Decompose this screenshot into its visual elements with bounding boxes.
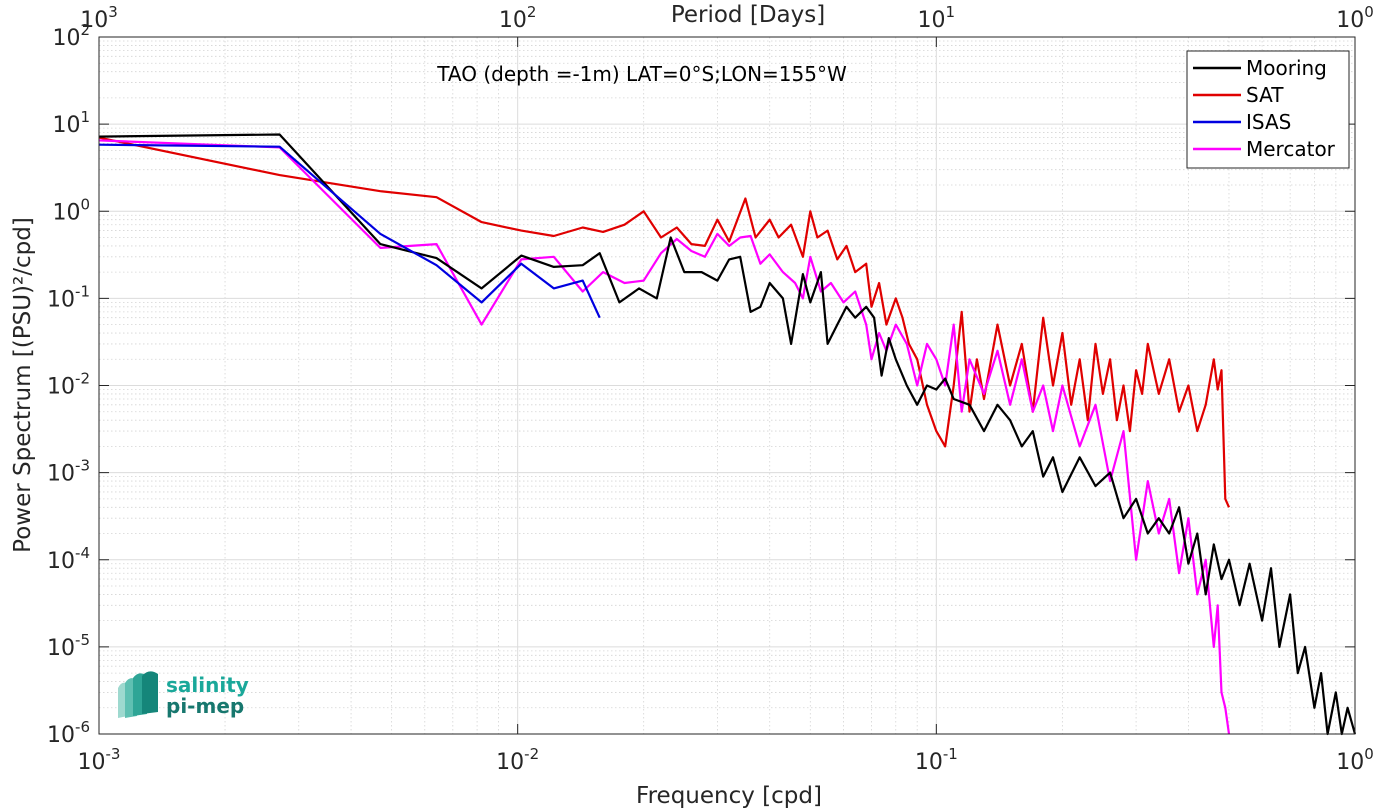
y-tick-label: 10-1 (47, 282, 90, 312)
series-line-mooring (98, 133, 1357, 736)
logo-text-pi-mep: pi-mep (166, 694, 244, 718)
y-tick-label: 10-6 (47, 718, 90, 748)
logo-text-salinity: salinity (166, 673, 249, 697)
top-tick-label: 100 (1336, 3, 1374, 33)
legend-label-isas: ISAS (1246, 110, 1291, 134)
top-axis-label: Period [Days] (671, 2, 825, 28)
top-tick-label: 102 (499, 3, 537, 33)
y-tick-label: 10-5 (47, 631, 90, 661)
x-tick-label: 10-2 (496, 745, 539, 775)
top-tick-label: 101 (918, 3, 956, 33)
series-layer (98, 133, 1357, 736)
series-line-sat (98, 136, 1231, 508)
logo-wave-4 (142, 671, 158, 714)
series-line-mercator (98, 139, 1231, 735)
axis-ticks (98, 36, 1356, 735)
x-axis-label: Frequency [cpd] (636, 783, 822, 809)
y-tick-label: 102 (52, 21, 90, 51)
legend-label-sat: SAT (1246, 83, 1284, 107)
legend: Mooring SAT ISAS Mercator (1186, 50, 1350, 169)
y-tick-label: 10-3 (47, 457, 90, 487)
y-tick-label: 101 (52, 108, 90, 138)
salinity-pi-mep-logo: salinity pi-mep (118, 671, 249, 718)
y-tick-label: 10-2 (47, 370, 90, 400)
y-axis-label: Power Spectrum [(PSU)²/cpd] (10, 217, 36, 553)
x-tick-label: 100 (1336, 745, 1374, 775)
series-line-isas (98, 143, 601, 319)
x-tick-label: 10-3 (78, 745, 121, 775)
legend-label-mercator: Mercator (1246, 137, 1336, 161)
x-tick-label: 10-1 (915, 745, 958, 775)
y-tick-label: 100 (52, 195, 90, 225)
top-tick-label: 103 (80, 3, 118, 33)
chart-title: TAO (depth =-1m) LAT=0°S;LON=155°W (436, 62, 847, 86)
y-tick-label: 10-4 (47, 544, 90, 574)
legend-label-mooring: Mooring (1246, 56, 1327, 80)
